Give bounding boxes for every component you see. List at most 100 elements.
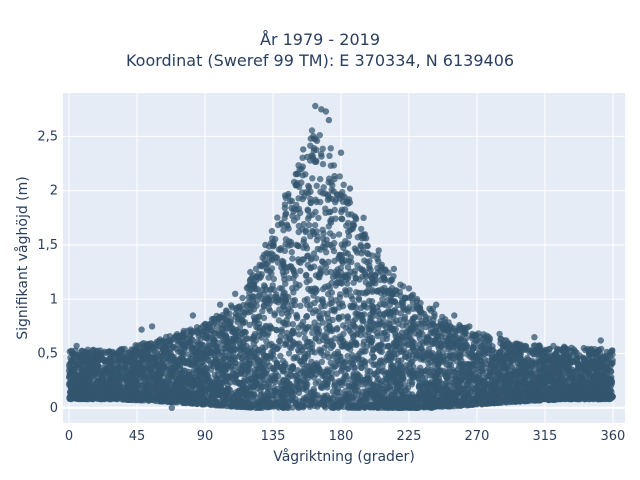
scatter-point [268,265,276,272]
scatter-point [315,378,322,385]
scatter-point [277,352,284,360]
scatter-point [403,319,410,326]
scatter-point [470,360,477,367]
scatter-point [313,237,321,244]
scatter-point [269,365,276,372]
scatter-point [331,351,338,358]
scatter-point [223,308,230,315]
scatter-point [232,359,239,367]
scatter-point [421,374,429,382]
scatter-point [285,225,292,232]
scatter-point [327,179,335,186]
scatter-point [282,297,290,304]
scatter-point [330,162,338,169]
scatter-point [288,248,295,256]
scatter-point [316,315,323,322]
scatter-point [266,254,274,261]
scatter-point [466,369,473,376]
scatter-point [263,267,270,274]
scatter-point [426,372,433,379]
scatter-point [302,228,309,236]
scatter-point [319,160,327,168]
scatter-point [399,341,406,348]
scatter-point [246,321,253,329]
scatter-point [315,214,322,222]
scatter-point [100,357,108,364]
scatter-point [400,283,407,290]
chart-title: År 1979 - 2019 [260,30,380,49]
scatter-point [260,303,267,310]
scatter-point [387,278,394,285]
scatter-point [272,378,279,386]
scatter-point [269,351,277,358]
scatter-point [463,334,470,341]
scatter-point [479,369,486,376]
scatter-point [384,342,391,350]
scatter-point [598,345,605,353]
scatter-point [270,391,277,399]
scatter-point [283,340,290,348]
scatter-point [366,258,373,265]
scatter-point [416,341,424,348]
scatter-point [324,310,331,317]
scatter-point [285,350,293,357]
scatter-point [245,309,252,316]
scatter-point [340,181,347,188]
scatter-point [219,341,226,349]
scatter-point [239,294,246,302]
scatter-point [422,367,430,374]
scatter-point [315,338,323,345]
scatter-point [228,304,236,311]
scatter-point [277,333,284,340]
scatter-points [65,102,616,411]
scatter-point [258,334,265,341]
scatter-point [331,206,338,214]
scatter-point [437,318,444,325]
scatter-point [330,247,338,255]
scatter-point [373,373,380,380]
scatter-point [339,215,346,223]
scatter-point [469,345,476,353]
scatter-point [364,250,371,257]
scatter-point [336,338,343,345]
scatter-point [355,296,363,303]
scatter-point [273,345,281,352]
scatter-point [268,372,276,380]
scatter-point [338,378,346,386]
scatter-point [294,214,301,221]
scatter-point [259,308,266,315]
scatter-point [322,263,330,271]
scatter-point [335,231,343,238]
scatter-point [334,266,341,273]
scatter-point [326,230,334,237]
scatter-point [329,316,336,324]
scatter-point [276,285,284,292]
scatter-point [210,315,217,323]
scatter-point [305,182,312,190]
scatter-point [303,387,310,394]
scatter-point [185,351,193,358]
scatter-point [425,345,433,353]
scatter-point [328,289,335,296]
scatter-point [303,339,311,346]
scatter-point [342,273,349,280]
scatter-point [352,215,360,223]
scatter-point [357,243,365,250]
scatter-point [344,219,352,227]
scatter-point [303,278,310,286]
scatter-point [399,370,406,377]
scatter-point [399,300,407,307]
scatter-point [603,371,610,378]
scatter-point [447,350,454,357]
scatter-point [336,333,344,340]
scatter-point [293,241,300,248]
scatter-point [275,337,283,345]
scatter-point [427,307,435,314]
scatter-point [317,175,324,183]
scatter-point [170,344,177,351]
scatter-point [304,296,311,303]
scatter-point [370,354,377,361]
scatter-point [416,379,423,387]
scatter-point [261,283,269,291]
